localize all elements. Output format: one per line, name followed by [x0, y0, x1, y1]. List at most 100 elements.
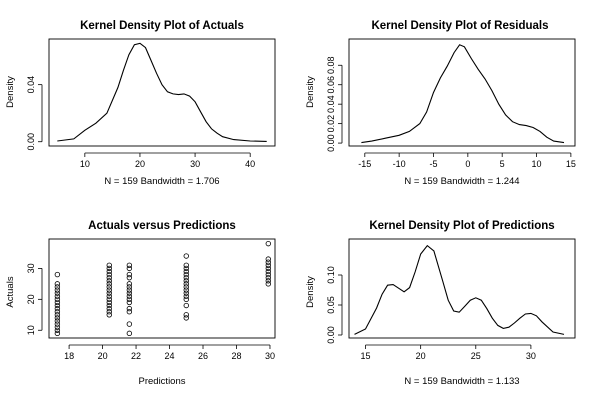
- scatter-point: [106, 281, 112, 287]
- scatter-point: [106, 271, 112, 278]
- x-tick-label: 18: [64, 351, 74, 361]
- x-tick-label: 30: [265, 351, 275, 361]
- x-tick-label: 30: [190, 159, 200, 169]
- scatter-point: [54, 293, 61, 299]
- scatter-point: [265, 271, 272, 278]
- scatter-point: [106, 268, 112, 275]
- scatter-point: [183, 281, 189, 287]
- y-tick-label: 0.00: [326, 326, 336, 344]
- scatter-point: [183, 296, 189, 303]
- scatter-point: [183, 271, 189, 278]
- scatter-point: [183, 265, 189, 272]
- x-tick-label: 25: [471, 351, 481, 361]
- x-tick-label: 10: [532, 159, 542, 169]
- plot-area: 18 20 22 24 26 28 30 10 20 30: [26, 240, 275, 361]
- scatter-point: [126, 330, 133, 337]
- x-tick-label: 20: [135, 159, 145, 169]
- scatter-point: [54, 321, 61, 327]
- chart-title: Kernel Density Plot of Actuals: [80, 20, 244, 32]
- scatter-point: [106, 312, 112, 318]
- y-tick-label: 0.02: [326, 115, 336, 133]
- scatter-point: [183, 253, 189, 259]
- x-tick-label: 24: [165, 351, 175, 361]
- scatter-point: [106, 293, 112, 299]
- density-curve: [57, 42, 267, 142]
- scatter-point: [106, 278, 112, 284]
- scatter-point: [54, 281, 61, 287]
- x-tick-label: 28: [231, 351, 241, 361]
- y-tick-label: 20: [26, 294, 36, 304]
- x-tick-label: 22: [131, 351, 141, 361]
- scatter-point: [54, 312, 61, 318]
- scatter-point: [265, 281, 272, 287]
- x-tick-label: 15: [361, 351, 371, 361]
- scatter-point: [183, 293, 189, 299]
- scatter-point: [183, 312, 189, 318]
- chart-title: Actuals versus Predictions: [88, 220, 236, 232]
- y-axis-label: Density: [5, 76, 16, 108]
- scatter-point: [265, 265, 272, 272]
- x-tick-label: -10: [393, 159, 406, 169]
- y-tick-label: 0.00: [26, 133, 36, 151]
- scatter-point: [183, 274, 189, 281]
- scatter-point: [54, 299, 61, 306]
- scatter-point: [126, 305, 133, 312]
- x-tick-label: -5: [429, 159, 437, 169]
- density-curve: [354, 244, 565, 335]
- scatter-point: [106, 287, 112, 293]
- plot-frame: [348, 238, 576, 339]
- scatter-point: [54, 330, 61, 337]
- x-tick-label: -15: [358, 159, 371, 169]
- y-tick-label: 0.00: [326, 134, 336, 152]
- scatter-point: [106, 265, 112, 272]
- scatter-point: [183, 290, 189, 296]
- x-axis-label: N = 159 Bandwidth = 1.133: [404, 376, 519, 387]
- scatter-point: [106, 305, 112, 312]
- scatter-point: [126, 274, 133, 281]
- y-tick-label: 0.06: [326, 76, 336, 94]
- scatter-point: [106, 302, 112, 309]
- scatter-point: [183, 287, 189, 293]
- y-tick-label: 0.05: [326, 296, 336, 314]
- scatter-point: [183, 268, 189, 275]
- scatter-point: [54, 318, 61, 324]
- scatter-point: [265, 240, 272, 247]
- scatter-point: [54, 287, 61, 293]
- scatter-point: [126, 299, 133, 306]
- scatter-point: [183, 315, 189, 321]
- density-curve: [361, 44, 565, 144]
- y-tick-label: 30: [26, 263, 36, 273]
- y-tick-label: 0.08: [326, 56, 336, 74]
- scatter-point: [265, 259, 272, 265]
- scatter-point: [54, 296, 61, 303]
- panel-residuals-density: Kernel Density Plot of Residuals N = 159…: [305, 20, 576, 187]
- scatter-point: [54, 290, 61, 296]
- scatter-point: [126, 290, 133, 296]
- scatter-point: [126, 265, 133, 272]
- plot-area: 10 20 30 40 0.00 0.04: [26, 42, 267, 169]
- x-tick-label: 0: [465, 159, 470, 169]
- scatter-point: [126, 271, 133, 278]
- x-axis-label: N = 159 Bandwidth = 1.244: [404, 176, 519, 187]
- plot-frame: [48, 38, 276, 147]
- x-tick-label: 20: [416, 351, 426, 361]
- x-tick-label: 20: [98, 351, 108, 361]
- plot-area: -15 -10 -5 0 5 10 15 0.000.02 0.040.06 0.08: [326, 44, 576, 169]
- scatter-point: [126, 281, 133, 287]
- scatter-point: [54, 284, 61, 290]
- scatter-point: [126, 284, 133, 290]
- scatter-point: [265, 256, 272, 262]
- scatter-point: [54, 271, 61, 278]
- y-tick-label: 0.04: [26, 76, 36, 94]
- scatter-point: [54, 309, 61, 315]
- panel-predictions-density: Kernel Density Plot of Predictions N = 1…: [305, 220, 576, 387]
- scatter-point: [126, 262, 133, 268]
- plot-frame: [48, 238, 276, 339]
- x-tick-label: 15: [566, 159, 576, 169]
- scatter-point: [106, 274, 112, 281]
- chart-title: Kernel Density Plot of Residuals: [371, 20, 548, 32]
- scatter-point: [126, 287, 133, 293]
- scatter-point: [106, 262, 112, 268]
- plot-frame: [348, 38, 576, 147]
